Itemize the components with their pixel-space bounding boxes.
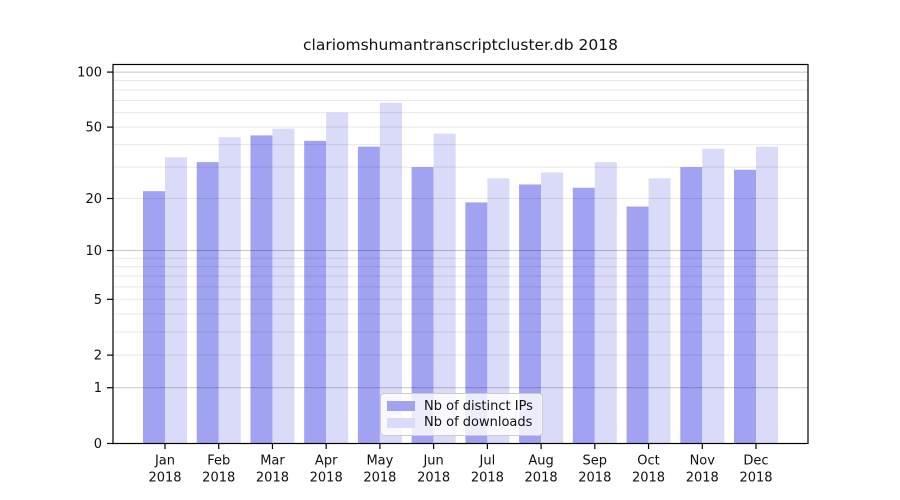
bar-distinct-ips-Mar (250, 135, 273, 444)
legend-label-downloads: Nb of downloads (424, 415, 533, 431)
bar-distinct-ips-Feb (196, 162, 219, 444)
bar-downloads-Apr (326, 112, 349, 444)
x-tick-label-year: 2018 (471, 471, 504, 486)
bar-distinct-ips-Apr (304, 140, 327, 444)
bar-distinct-ips-Sep (572, 187, 595, 444)
x-tick-label-month: Oct (637, 454, 659, 469)
y-tick-label: 20 (85, 192, 102, 207)
y-tick-label: 50 (85, 121, 102, 136)
bar-downloads-Mar (272, 128, 295, 444)
bar-distinct-ips-May (357, 146, 380, 444)
legend-label-distinct-ips: Nb of distinct IPs (424, 398, 533, 414)
x-tick-label-month: Feb (207, 454, 230, 469)
bar-downloads-Jun (433, 133, 456, 444)
x-tick-label-month: Mar (260, 454, 285, 469)
bar-downloads-Jul (487, 178, 510, 444)
legend: Nb of distinct IPs Nb of downloads (380, 393, 543, 436)
bar-downloads-Sep (594, 162, 617, 444)
x-tick-label-year: 2018 (525, 471, 558, 486)
x-tick-label-year: 2018 (578, 471, 611, 486)
bar-downloads-Feb (218, 137, 241, 444)
bar-distinct-ips-Aug (519, 184, 542, 444)
bar-distinct-ips-Oct (626, 206, 649, 444)
bar-distinct-ips-Jul (465, 202, 488, 444)
x-tick-label-year: 2018 (363, 471, 396, 486)
x-tick-label-year: 2018 (148, 471, 181, 486)
bar-downloads-May (379, 102, 402, 444)
bar-distinct-ips-Dec (734, 169, 756, 444)
legend-swatch-downloads (387, 417, 415, 428)
bar-downloads-Aug (541, 172, 564, 444)
legend-item-distinct-ips: Nb of distinct IPs (387, 400, 536, 413)
x-tick-label-year: 2018 (739, 471, 772, 486)
bar-downloads-Oct (648, 178, 671, 444)
bar-downloads-Nov (702, 148, 725, 444)
bar-distinct-ips-Jun (411, 167, 434, 444)
x-tick-label-month: Nov (690, 454, 716, 469)
x-tick-label-month: Jan (154, 454, 175, 469)
bar-downloads-Jan (165, 157, 187, 444)
y-tick-label: 1 (94, 381, 102, 396)
y-tick-label: 100 (77, 66, 102, 81)
x-tick-label-month: Aug (528, 454, 553, 469)
x-tick-label-month: Apr (315, 454, 338, 469)
chart-title: clariomshumantranscriptcluster.db 2018 (303, 36, 618, 54)
x-tick-label-year: 2018 (256, 471, 289, 486)
x-tick-label-month: Dec (743, 454, 768, 469)
x-tick-label-month: Jun (422, 454, 443, 469)
bar-downloads-Dec (756, 146, 778, 444)
legend-swatch-distinct-ips (387, 401, 415, 412)
x-tick-label-year: 2018 (686, 471, 719, 486)
y-tick-label: 0 (94, 437, 102, 452)
y-tick-label: 10 (85, 244, 102, 259)
x-tick-label-month: Sep (583, 454, 608, 469)
legend-item-downloads: Nb of downloads (387, 416, 536, 429)
x-tick-label-year: 2018 (202, 471, 235, 486)
x-tick-label-year: 2018 (417, 471, 450, 486)
x-tick-label-year: 2018 (310, 471, 343, 486)
x-tick-label-month: May (366, 454, 393, 469)
x-tick-label-year: 2018 (632, 471, 665, 486)
y-tick-label: 5 (94, 293, 102, 308)
bar-distinct-ips-Nov (680, 167, 703, 444)
x-tick-label-month: Jul (479, 454, 496, 469)
plot-border (112, 63, 809, 445)
bar-distinct-ips-Jan (143, 191, 165, 444)
y-tick-label: 2 (94, 349, 102, 364)
